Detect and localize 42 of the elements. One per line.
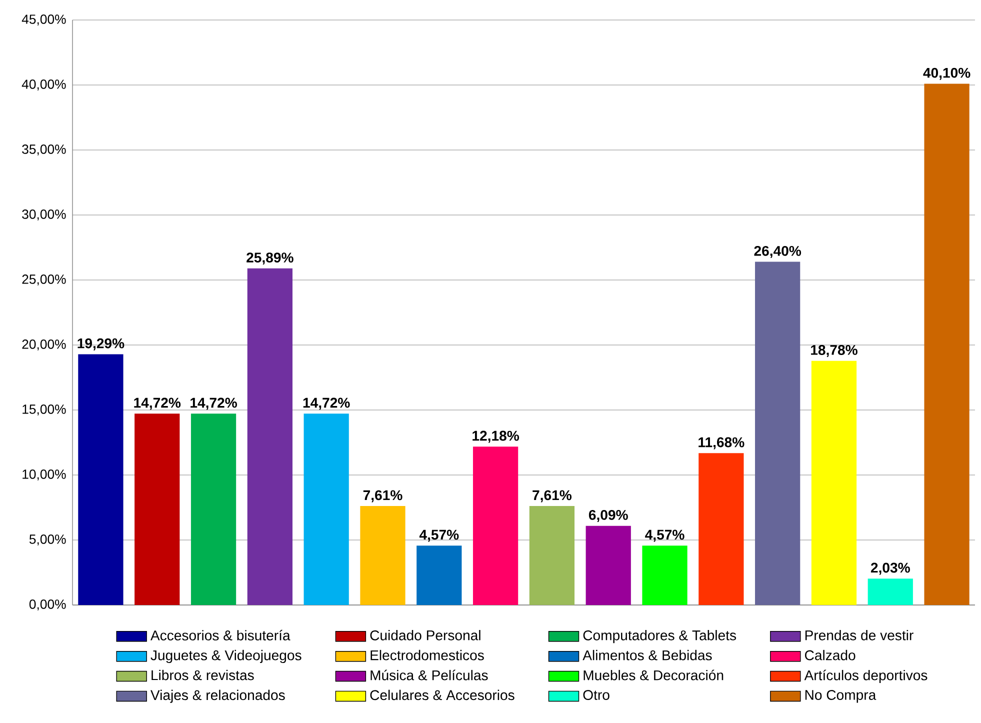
y-tick-label: 10,00% [22,470,66,480]
data-label: 14,72% [303,398,350,410]
data-label: 12,18% [472,430,520,443]
legend-label: No Compra [805,690,876,703]
data-label: 25,89% [246,252,294,265]
data-label: 2,03% [870,562,910,575]
legend-label: Alimentos & Bebidas [582,650,712,660]
y-tick-label: 40,00% [22,80,66,90]
data-label: 14,72% [134,398,181,410]
legend-label: Libros & revistas [152,670,254,680]
data-label: 19,29% [78,338,124,350]
legend-label: Accesorios & bisutería [150,630,290,640]
legend-label: Computadores & Tablets [583,630,736,644]
data-label: 11,68% [698,437,744,450]
data-label: 26,40% [754,246,802,258]
legend-label: Música & Películas [370,670,488,680]
data-label: 4,57% [645,530,684,542]
y-tick-label: 5,00% [29,534,66,546]
data-label: 14,72% [190,398,237,410]
y-tick-label: 20,00% [22,340,66,350]
data-label: 4,57% [419,530,459,542]
legend-label: Otro [583,690,610,700]
y-tick-label: 30,00% [22,210,66,220]
data-label: 6,09% [588,510,628,522]
legend-label: Cuidado Personal [370,630,480,640]
legend-label: Electrodomesticos [370,650,484,660]
legend-label: Calzado [805,650,856,660]
legend-label: Artículos deportivos [804,670,928,684]
y-tick-label: 0,00% [29,600,66,610]
legend-label: Viajes & relacionados [150,690,285,703]
data-label: 18,78% [811,345,858,357]
y-tick-label: 15,00% [22,404,66,416]
data-label: 40,10% [923,68,970,80]
legend-label: Juguetes & Videojuegos [150,650,302,664]
y-tick-label: 45,00% [22,14,66,26]
y-tick-label: 25,00% [22,274,66,286]
legend-label: Muebles & Decoración [584,670,724,680]
legend-label: Prendas de vestir [805,630,914,640]
y-tick-label: 35,00% [22,144,66,156]
data-label: 7,61% [363,490,402,502]
legend-label: Celulares & Accesorios [370,690,514,700]
data-label: 7,61% [532,490,572,502]
